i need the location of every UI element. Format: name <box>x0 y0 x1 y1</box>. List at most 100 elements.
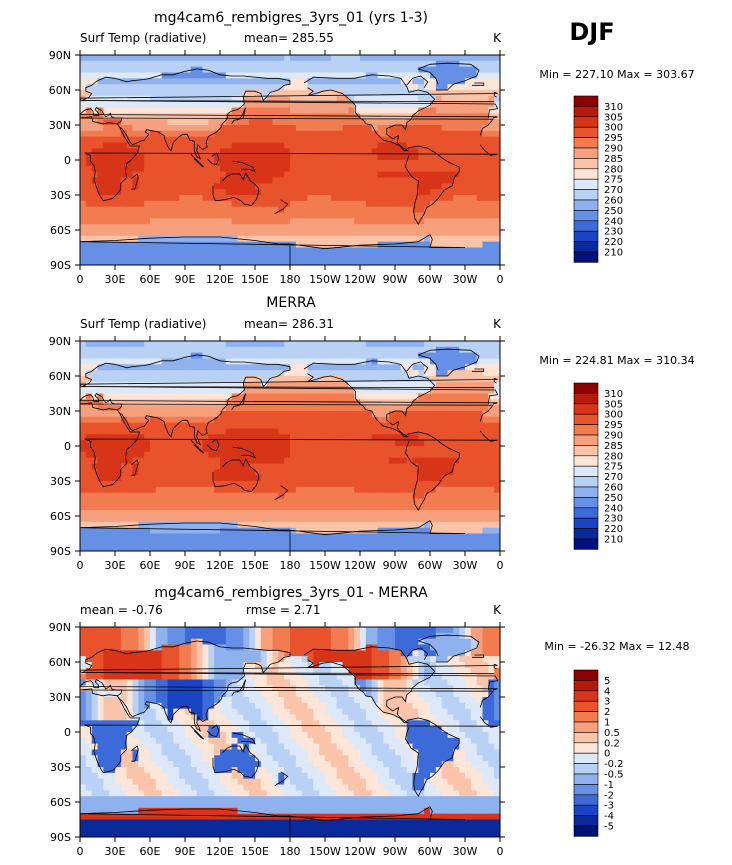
map-cell <box>330 55 338 62</box>
map-cell <box>278 481 285 488</box>
colorbar-swatch <box>573 126 599 138</box>
map-cell <box>225 130 233 138</box>
map-cell <box>190 78 198 85</box>
map-cell <box>342 486 349 494</box>
map-cell <box>371 259 378 266</box>
map-cell <box>400 72 408 79</box>
map-cell <box>284 428 291 435</box>
map-cell <box>295 195 303 202</box>
map-cell <box>284 446 291 453</box>
map-cell <box>109 440 116 447</box>
map-cell <box>319 241 326 248</box>
map-cell <box>383 253 390 260</box>
map-cell <box>465 125 472 132</box>
map-cell <box>97 346 104 354</box>
map-cell <box>447 165 454 173</box>
map-cell <box>190 206 198 213</box>
map-cell <box>470 119 478 126</box>
map-cell <box>325 78 332 85</box>
map-cell <box>115 247 122 254</box>
map-cell <box>150 130 157 138</box>
map-cell <box>260 399 268 406</box>
lat-tick-label: 90N <box>49 49 71 62</box>
map-cell <box>155 130 163 138</box>
map-cell <box>103 247 110 254</box>
map-cell <box>424 95 431 103</box>
map-cell <box>465 253 472 260</box>
map-cell <box>476 247 483 254</box>
map-cell <box>155 451 163 459</box>
map-cell <box>418 130 425 138</box>
map-cell <box>389 486 396 494</box>
map-cell <box>383 212 390 219</box>
map-cell <box>231 498 238 505</box>
map-cell <box>482 446 489 453</box>
map-cell <box>167 422 174 429</box>
map-cell <box>150 463 157 470</box>
map-cell <box>243 78 250 85</box>
map-cell <box>412 142 419 149</box>
map-cell <box>470 125 478 132</box>
map-cell <box>313 341 320 348</box>
map-cell <box>97 113 104 120</box>
map-cell <box>295 113 303 120</box>
lat-tick-label: 60N <box>49 84 71 97</box>
map-cell <box>155 376 163 383</box>
map-cell <box>138 475 145 482</box>
map-cell <box>91 230 98 237</box>
map-cell <box>424 346 431 354</box>
map-cell <box>278 107 285 114</box>
map-cell <box>161 107 168 114</box>
map-cell <box>126 358 133 365</box>
colorbar-swatch <box>573 147 599 159</box>
map-cell <box>371 434 378 441</box>
map-cell <box>354 346 361 354</box>
map-cell <box>295 434 303 441</box>
map-cell <box>278 364 285 371</box>
map-cell <box>196 498 203 505</box>
map-cell <box>342 259 349 266</box>
map-cell <box>365 101 373 108</box>
map-cell <box>412 486 419 494</box>
map-cell <box>266 399 273 406</box>
map-cell <box>354 107 361 114</box>
map-cell <box>155 119 163 126</box>
map-cell <box>161 183 168 190</box>
map-cell <box>266 66 273 73</box>
map-cell <box>237 498 244 505</box>
map-cell <box>494 504 501 511</box>
map-cell <box>190 195 198 202</box>
map-cell <box>476 498 483 505</box>
map-cell <box>435 504 443 511</box>
map-cell <box>120 154 128 161</box>
map-cell <box>301 346 308 354</box>
map-cell <box>441 125 448 132</box>
map-cell <box>179 160 186 167</box>
map-cell <box>179 72 186 79</box>
map-cell <box>179 130 186 138</box>
map-cell <box>161 440 168 447</box>
map-cell <box>330 492 338 499</box>
map-cell <box>237 370 244 377</box>
map-cell <box>243 516 250 523</box>
map-cell <box>97 241 104 248</box>
map-cell <box>85 160 93 167</box>
map-cell <box>173 183 180 190</box>
map-cell <box>342 376 349 383</box>
map-cell <box>330 113 338 120</box>
map-cell <box>109 113 116 120</box>
map-cell <box>330 183 338 190</box>
map-cell <box>109 475 116 482</box>
map-cell <box>412 381 419 389</box>
map-cell <box>290 516 297 523</box>
map-cell <box>85 399 93 406</box>
map-cell <box>126 241 133 248</box>
map-cell <box>406 247 413 254</box>
map-cell <box>243 119 250 126</box>
lon-tick-label: 0 <box>77 273 84 286</box>
map-cell <box>395 457 402 464</box>
map-cell <box>126 521 133 529</box>
map-cell <box>424 206 431 213</box>
map-cell <box>173 376 180 383</box>
map-cell <box>225 154 233 161</box>
